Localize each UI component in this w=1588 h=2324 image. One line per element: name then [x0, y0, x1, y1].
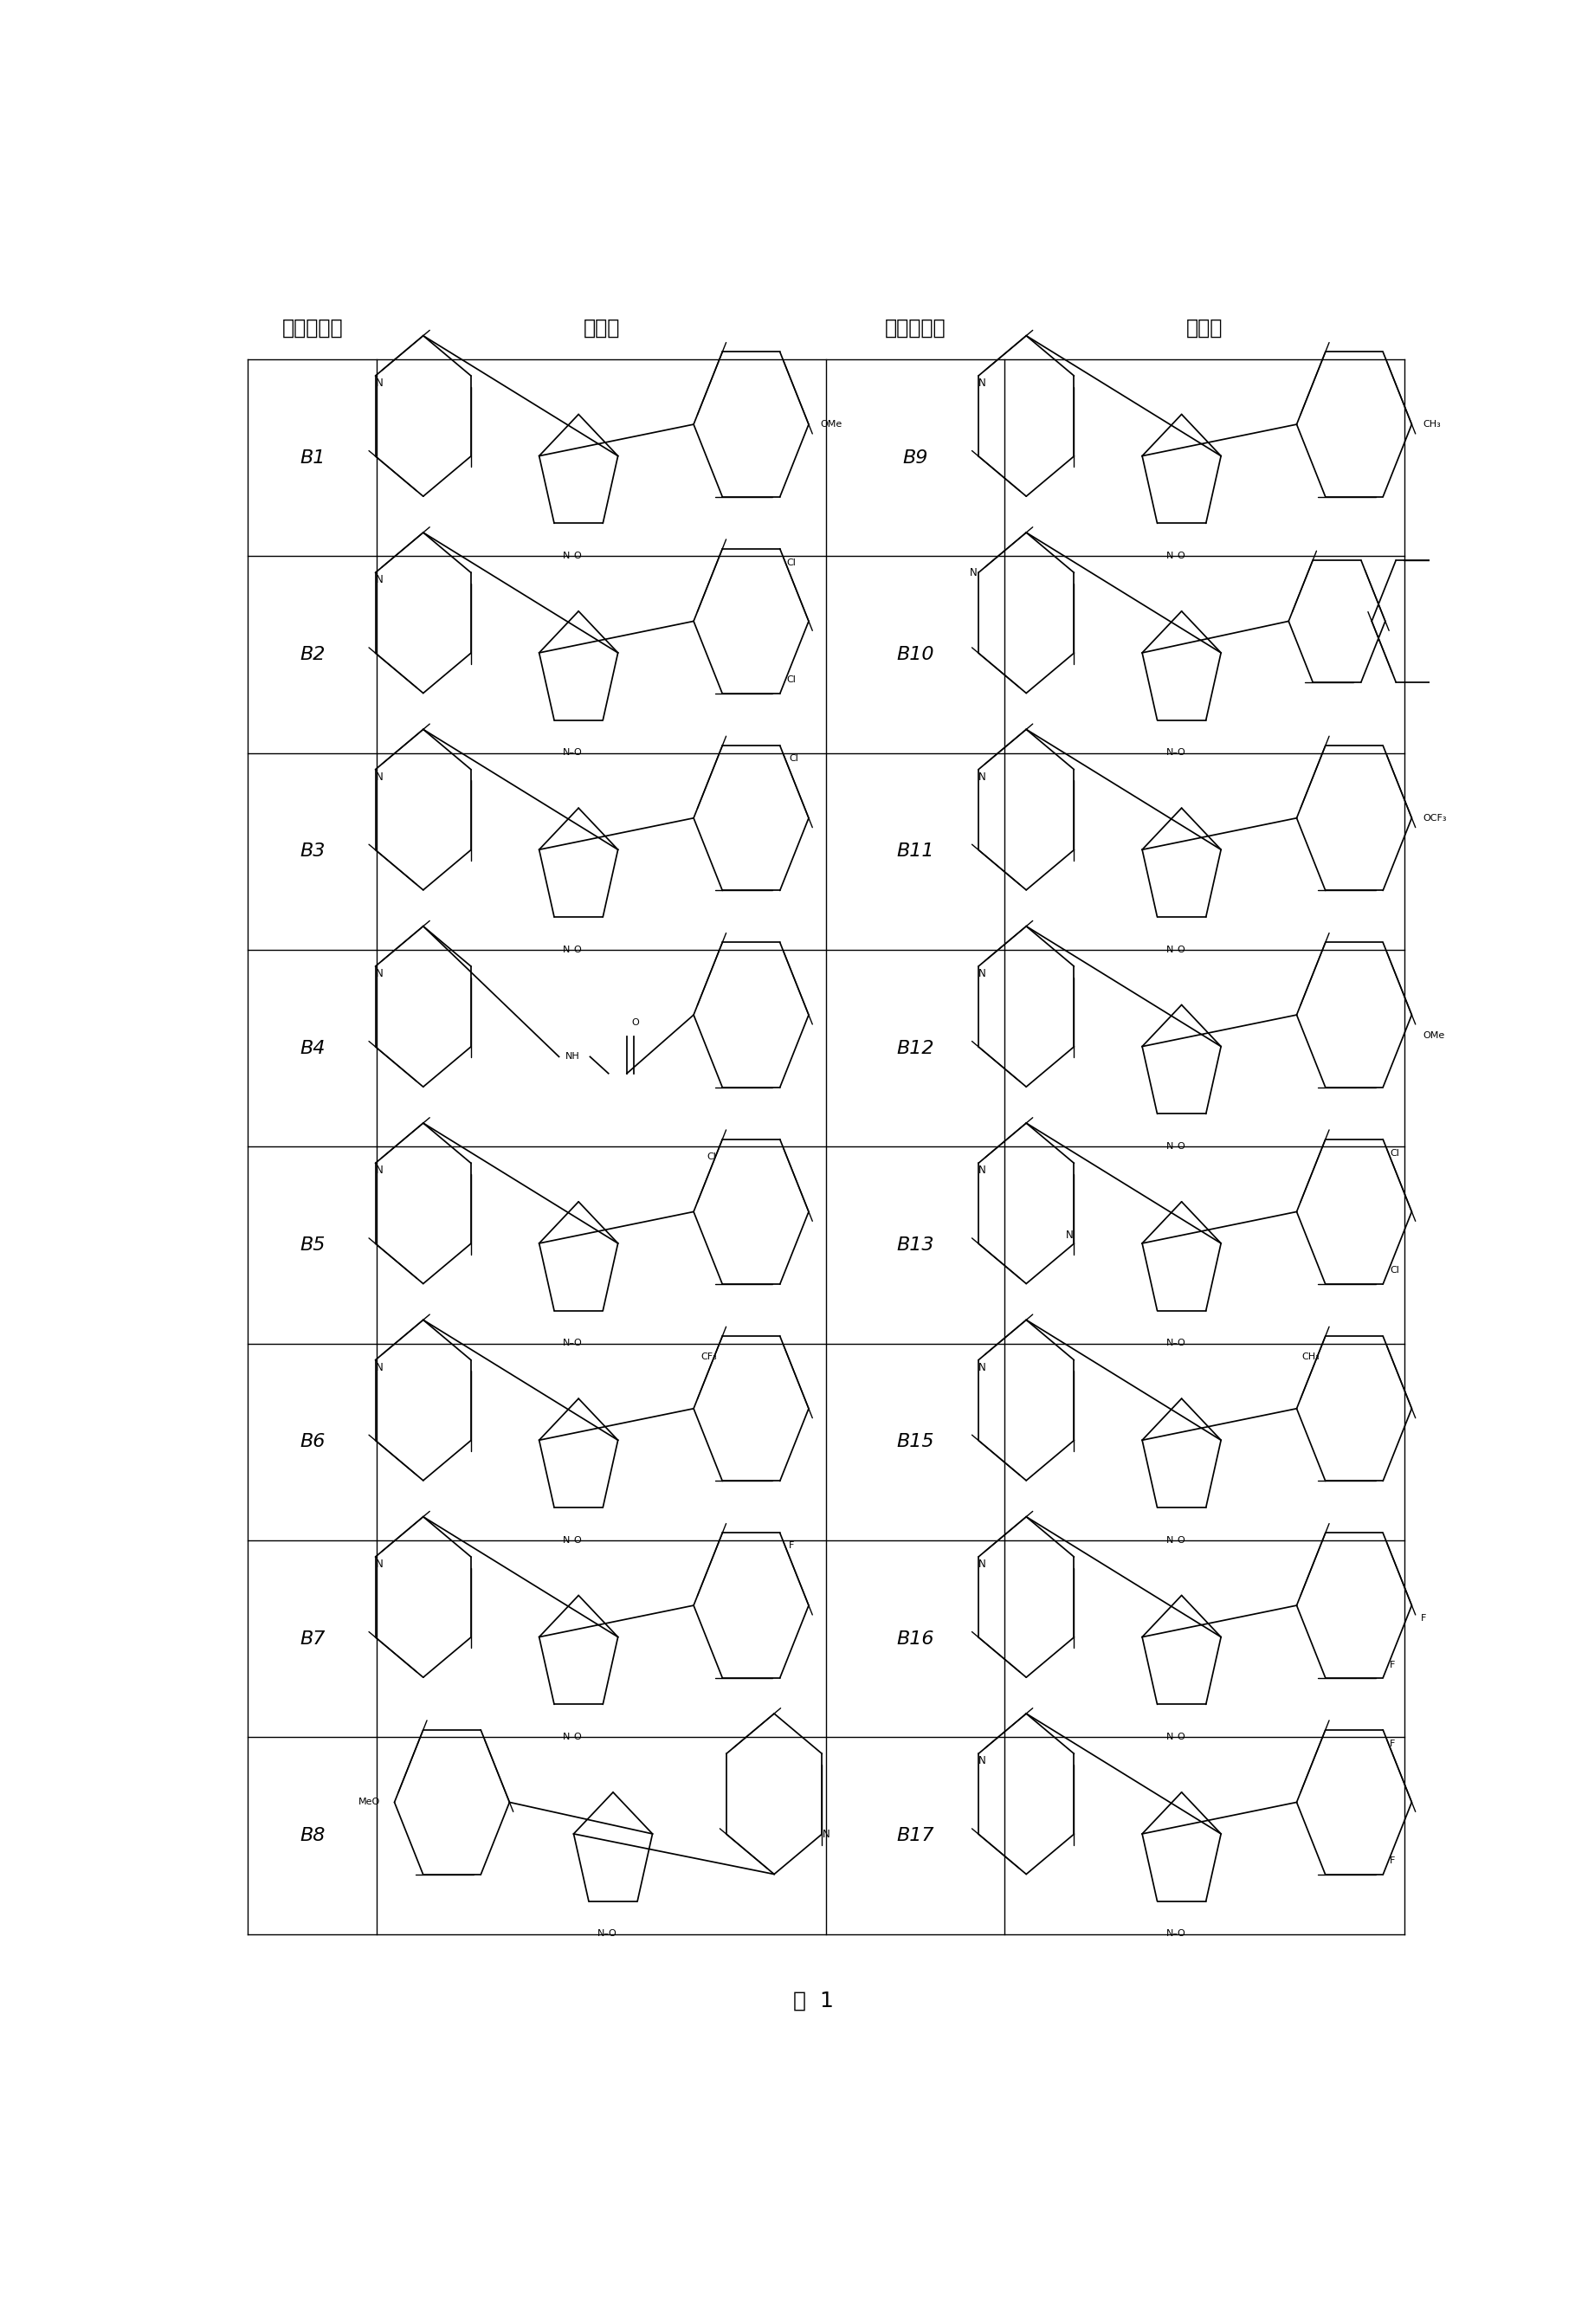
Text: B9: B9: [902, 449, 927, 467]
Text: 结构式: 结构式: [583, 316, 619, 337]
Text: NH: NH: [565, 1053, 580, 1062]
Text: N–O: N–O: [1166, 1734, 1186, 1741]
Text: CH₃: CH₃: [1423, 421, 1442, 428]
Text: N: N: [823, 1829, 831, 1841]
Text: N–O: N–O: [1166, 551, 1186, 560]
Text: N–O: N–O: [562, 1536, 583, 1545]
Text: Cl: Cl: [786, 558, 796, 567]
Text: N: N: [978, 1755, 986, 1766]
Text: B17: B17: [897, 1827, 934, 1845]
Text: N: N: [978, 1362, 986, 1373]
Text: MeO: MeO: [359, 1799, 381, 1806]
Text: N: N: [978, 969, 986, 978]
Text: N: N: [376, 1559, 383, 1569]
Text: B12: B12: [897, 1039, 934, 1057]
Text: B2: B2: [300, 646, 326, 662]
Text: B5: B5: [300, 1236, 326, 1255]
Text: OMe: OMe: [1423, 1032, 1445, 1041]
Text: F: F: [1390, 1857, 1396, 1864]
Text: N: N: [978, 772, 986, 783]
Text: N: N: [970, 567, 978, 579]
Text: Cl: Cl: [707, 1153, 716, 1162]
Text: N–O: N–O: [562, 1339, 583, 1348]
Text: B3: B3: [300, 844, 326, 860]
Text: F: F: [789, 1541, 794, 1550]
Text: CH₃: CH₃: [1302, 1353, 1320, 1362]
Text: 化合物编号: 化合物编号: [281, 316, 343, 337]
Text: N: N: [376, 1362, 383, 1373]
Text: N: N: [978, 1559, 986, 1569]
Text: N–O: N–O: [1166, 1141, 1186, 1150]
Text: F: F: [1390, 1741, 1396, 1748]
Text: B7: B7: [300, 1629, 326, 1648]
Text: 化合物编号: 化合物编号: [885, 316, 946, 337]
Text: F: F: [1390, 1662, 1396, 1669]
Text: B4: B4: [300, 1039, 326, 1057]
Text: OMe: OMe: [819, 421, 842, 428]
Text: N: N: [376, 376, 383, 388]
Text: B6: B6: [300, 1434, 326, 1450]
Text: B13: B13: [897, 1236, 934, 1255]
Text: N–O: N–O: [1166, 1929, 1186, 1938]
Text: B11: B11: [897, 844, 934, 860]
Text: B15: B15: [897, 1434, 934, 1450]
Text: OCF₃: OCF₃: [1423, 813, 1447, 823]
Text: B1: B1: [300, 449, 326, 467]
Text: B16: B16: [897, 1629, 934, 1648]
Text: B8: B8: [300, 1827, 326, 1845]
Text: N–O: N–O: [1166, 1339, 1186, 1348]
Text: Cl: Cl: [786, 674, 796, 683]
Text: Cl: Cl: [789, 753, 799, 762]
Text: Cl: Cl: [1390, 1267, 1399, 1274]
Text: O: O: [630, 1018, 638, 1027]
Text: N: N: [376, 969, 383, 978]
Text: N–O: N–O: [562, 551, 583, 560]
Text: F: F: [1421, 1613, 1426, 1622]
Text: N–O: N–O: [1166, 1536, 1186, 1545]
Text: N: N: [376, 772, 383, 783]
Text: B10: B10: [897, 646, 934, 662]
Text: N–O: N–O: [1166, 748, 1186, 758]
Text: Cl: Cl: [1390, 1150, 1399, 1157]
Text: N–O: N–O: [597, 1929, 618, 1938]
Text: 结构式: 结构式: [1186, 316, 1223, 337]
Text: CF₃: CF₃: [700, 1353, 716, 1362]
Text: 图  1: 图 1: [794, 1989, 834, 2010]
Text: N: N: [376, 574, 383, 586]
Text: N–O: N–O: [562, 748, 583, 758]
Text: N: N: [1066, 1229, 1073, 1241]
Text: N: N: [978, 1164, 986, 1176]
Text: N: N: [376, 1164, 383, 1176]
Text: N–O: N–O: [1166, 946, 1186, 953]
Text: N: N: [978, 376, 986, 388]
Text: N–O: N–O: [562, 1734, 583, 1741]
Text: N–O: N–O: [562, 946, 583, 953]
